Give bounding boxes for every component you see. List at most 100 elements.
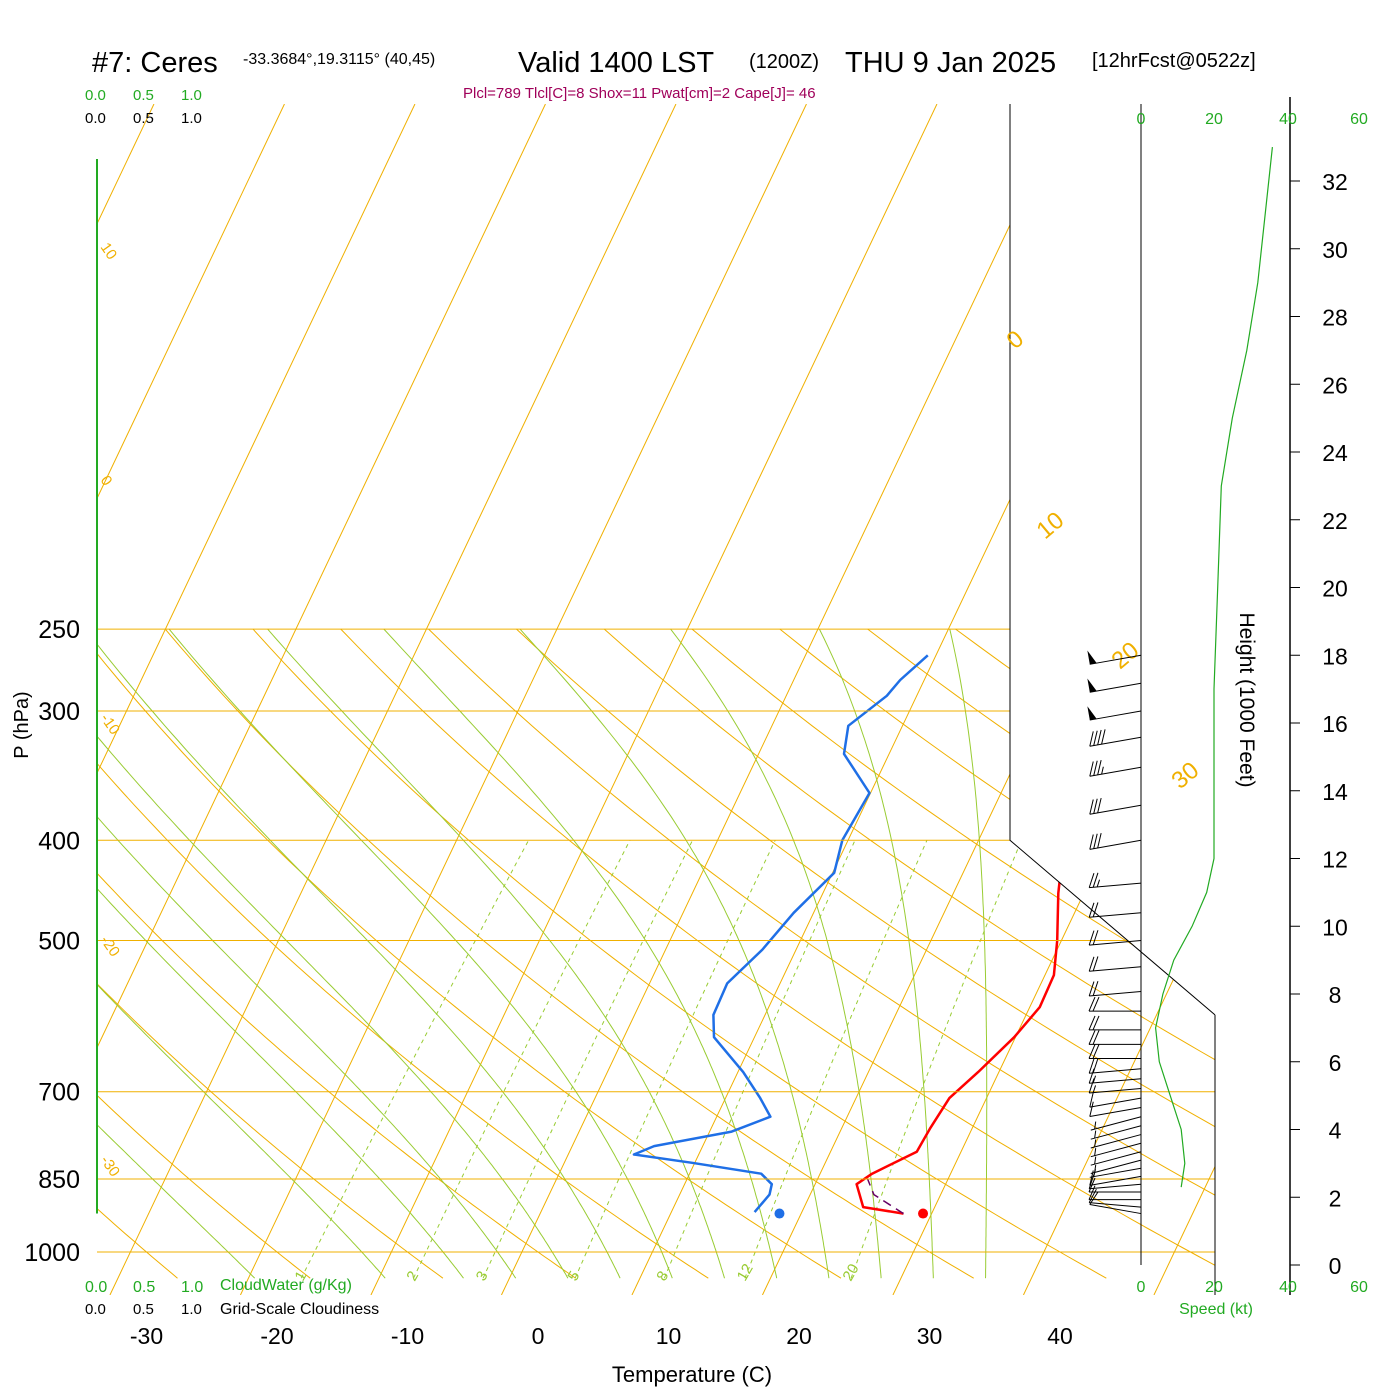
dry-adiabat xyxy=(97,1207,178,1279)
cloud-scale-bottom-black-2: 1.0 xyxy=(181,1301,202,1318)
wind-barb-feather xyxy=(1092,1015,1100,1031)
wind-barb-half-feather xyxy=(1094,1164,1097,1173)
dry-adiabat xyxy=(97,652,842,1279)
wind-barb-staff xyxy=(1089,1088,1142,1094)
height-axis-title: Height (1000 Feet) xyxy=(1235,612,1258,787)
wind-barb xyxy=(1090,1125,1142,1140)
isotherm-label: -30 xyxy=(97,1153,123,1181)
dewpoint-line xyxy=(632,654,929,1213)
cloudiness-label: Grid-Scale Cloudiness xyxy=(220,1301,379,1318)
wind-barb-feather xyxy=(1097,759,1102,776)
wind-barb-feather xyxy=(1088,930,1095,946)
wind-profile xyxy=(1087,104,1273,1265)
wind-barb-feather xyxy=(1092,872,1099,888)
moist-adiabat xyxy=(670,628,882,1279)
wind-barb-half-feather xyxy=(1101,766,1104,775)
wind-barb-feather xyxy=(1093,833,1098,849)
mixing-ratio-line xyxy=(744,840,928,1279)
chart-title: #7: Ceres -33.3684°,19.3115° (40,45) Val… xyxy=(92,47,1256,79)
wind-barb xyxy=(1088,981,1142,997)
height-tick-label: 20 xyxy=(1322,576,1348,602)
temperature-tick-label: 0 xyxy=(532,1323,545,1349)
wind-barb-feather xyxy=(1092,1058,1099,1074)
wind-barb-feather xyxy=(1088,1044,1096,1059)
dry-adiabat xyxy=(1307,629,1400,1278)
wind-barb-half-feather xyxy=(1094,1130,1097,1139)
dry-adiabat xyxy=(164,628,974,1279)
wind-barb-staff xyxy=(1089,710,1142,721)
height-tick-label: 22 xyxy=(1322,508,1348,534)
x-axis-title: Temperature (C) xyxy=(612,1362,772,1387)
wind-barb-staff xyxy=(1089,654,1142,665)
wind-barb-feather xyxy=(1089,834,1094,850)
isotherm-line xyxy=(97,104,285,500)
wind-barb-staff xyxy=(1089,1204,1142,1215)
wind-barb xyxy=(1089,759,1142,777)
wind-barb-staff xyxy=(1089,1078,1142,1084)
pressure-tick-label: 300 xyxy=(38,698,80,726)
wind-barb-staff xyxy=(1089,1107,1142,1118)
wind-barb-half-feather xyxy=(1096,879,1101,888)
zulu-time: (1200Z) xyxy=(749,51,819,73)
height-tick-label: 6 xyxy=(1329,1050,1342,1076)
wind-barb-staff xyxy=(1090,1125,1142,1140)
wind-barb xyxy=(1090,1142,1142,1158)
wind-barb-feather xyxy=(1097,729,1102,745)
isotherm-line xyxy=(97,104,416,775)
height-tick-label: 26 xyxy=(1322,372,1348,398)
station-name: #7: Ceres xyxy=(92,47,218,79)
wind-barb-feather xyxy=(1092,930,1099,945)
wind-barb-staff xyxy=(1090,1134,1142,1149)
plot-frame xyxy=(96,104,1216,1295)
height-tick-label: 30 xyxy=(1322,237,1348,263)
wind-barb-staff xyxy=(1090,1159,1142,1175)
height-tick-label: 4 xyxy=(1329,1118,1342,1144)
speed-bottom-tick-20: 20 xyxy=(1205,1279,1223,1296)
temperature-tick-label: -30 xyxy=(130,1323,163,1349)
speed-bottom-tick-40: 40 xyxy=(1279,1279,1297,1296)
wind-speed-line xyxy=(1154,147,1273,1188)
moist-adiabat xyxy=(383,628,778,1279)
wind-barb-pennant xyxy=(1087,678,1097,693)
cloud-scale-bottom-green-2: 1.0 xyxy=(181,1279,203,1296)
mixing-ratio-line xyxy=(482,840,693,1279)
cloudwater-label: CloudWater (g/Kg) xyxy=(220,1277,352,1294)
moist-adiabat xyxy=(267,628,725,1279)
height-tick-label: 28 xyxy=(1322,305,1348,331)
wind-barb-feather xyxy=(1097,797,1102,814)
surface-dewpoint-point xyxy=(774,1208,785,1219)
height-tick-label: 24 xyxy=(1322,440,1348,466)
height-tick-label: 14 xyxy=(1322,779,1348,805)
wind-barb-feather xyxy=(1092,981,1099,996)
mixing-ratio-label: 20 xyxy=(840,1261,863,1284)
wind-barb-feather xyxy=(1088,1030,1096,1045)
wind-barb xyxy=(1088,1068,1142,1084)
pressure-tick-label: 850 xyxy=(38,1166,80,1194)
wind-barb xyxy=(1088,996,1141,1012)
cloud-scale-bottom: 0.0 0.5 1.0 CloudWater (g/Kg) 0.0 0.5 1.… xyxy=(85,1277,379,1318)
dry-adiabat xyxy=(1395,629,1400,1278)
height-tick-label: 16 xyxy=(1322,711,1348,737)
forecast-info: [12hrFcst@0522z] xyxy=(1092,50,1256,72)
wind-barb xyxy=(1088,956,1142,972)
moist-adiabat xyxy=(949,628,988,1279)
speed-top-tick-40: 40 xyxy=(1279,111,1297,128)
cloud-scale-top: 0.0 0.5 1.0 0.0 0.5 1.0 xyxy=(85,87,202,127)
wind-barb xyxy=(1088,872,1142,889)
isotherm-line xyxy=(1022,890,1215,1295)
wind-barb-pennant xyxy=(1087,650,1097,665)
mixing-ratio-line xyxy=(663,840,856,1279)
wind-barb-staff xyxy=(1089,1097,1142,1108)
dry-adiabat xyxy=(97,983,444,1279)
moist-adiabat xyxy=(97,983,386,1279)
cloud-scale-top-black-1: 0.5 xyxy=(133,110,154,127)
wind-barb xyxy=(1090,1134,1142,1149)
wind-barb xyxy=(1087,678,1142,693)
wind-barb-staff xyxy=(1089,804,1142,815)
isotherm-line xyxy=(500,104,1068,1295)
moist-adiabat xyxy=(97,735,569,1279)
wind-barb xyxy=(1090,1116,1142,1131)
wind-barb-feather xyxy=(1092,1044,1100,1059)
